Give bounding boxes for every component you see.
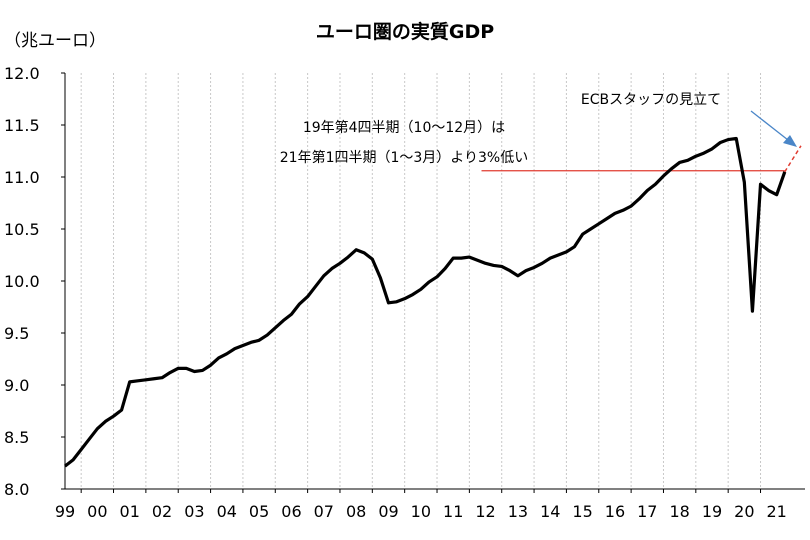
x-tick-label: 10 — [411, 502, 431, 521]
x-tick-label: 04 — [217, 502, 237, 521]
x-tick-label: 16 — [605, 502, 625, 521]
x-tick-label: 20 — [734, 502, 754, 521]
y-tick-label: 8.0 — [4, 480, 29, 499]
y-tick-label: 10.0 — [4, 272, 40, 291]
x-tick-label: 02 — [152, 502, 172, 521]
series-layer — [64, 136, 802, 468]
plot-area: 8.0 8.5 9.0 9.5 10.0 10.5 11.0 11.5 12.0 99 00 01 0… — [4, 64, 805, 521]
x-tick-label: 07 — [314, 502, 334, 521]
y-tick-label: 10.5 — [4, 220, 40, 239]
ecb-projection-label: ECBスタッフの見立て — [581, 92, 721, 108]
x-tick-label: 13 — [508, 502, 528, 521]
chart-title: ユーロ圏の実質GDP — [316, 20, 494, 43]
y-tick-label: 11.0 — [4, 168, 40, 187]
x-tick-label: 09 — [378, 502, 398, 521]
y-tick-label: 9.0 — [4, 376, 29, 395]
x-tick-label: 11 — [443, 502, 463, 521]
x-tick-label: 19 — [702, 502, 722, 521]
y-tick-label: 12.0 — [4, 64, 40, 83]
annotation-note-line1: 19年第4四半期（10〜12月）は — [303, 119, 505, 136]
x-tick-label: 03 — [184, 502, 204, 521]
x-tick-label: 05 — [249, 502, 269, 521]
x-tick-label: 17 — [637, 502, 657, 521]
x-tick-label: 01 — [120, 502, 140, 521]
x-tick-label: 08 — [346, 502, 366, 521]
gdp-line — [64, 136, 787, 468]
grid-lines — [80, 73, 762, 489]
x-tick-label: 15 — [572, 502, 592, 521]
y-tick-label: 11.5 — [4, 116, 40, 135]
y-tick-label: 9.5 — [4, 324, 29, 343]
x-tick-label: 12 — [475, 502, 495, 521]
x-tick-label: 06 — [281, 502, 301, 521]
projection-line — [784, 145, 802, 173]
ecb-arrow — [750, 110, 797, 147]
x-tick-label: 00 — [87, 502, 107, 521]
x-tick-label: 99 — [55, 502, 75, 521]
y-axis-unit-label: （兆ユーロ） — [4, 31, 106, 51]
y-axis-ticks: 8.0 8.5 9.0 9.5 10.0 10.5 11.0 11.5 12.0 — [4, 64, 65, 499]
x-axis-ticks: 99 00 01 02 03 04 05 06 07 08 09 10 11 12 13 14 15 16 17 18… — [55, 489, 787, 521]
annotation-note-line2: 21年第1四半期（1〜3月）より3%低い — [280, 149, 528, 166]
x-tick-label: 18 — [669, 502, 689, 521]
y-tick-label: 8.5 — [4, 428, 29, 447]
x-tick-label: 21 — [767, 502, 787, 521]
x-tick-label: 14 — [540, 502, 560, 521]
